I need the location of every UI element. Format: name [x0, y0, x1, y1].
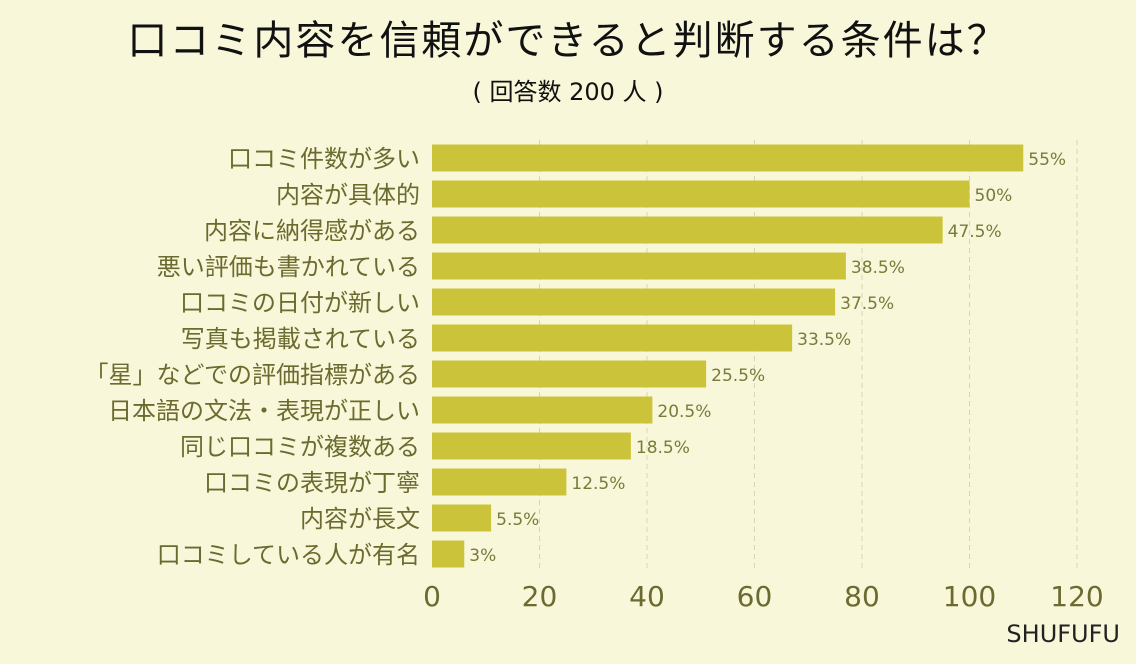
category-label: 口コミの日付が新しい	[180, 289, 420, 317]
category-label: 悪い評価も書かれている	[157, 253, 420, 281]
category-label: 内容が具体的	[276, 181, 420, 209]
x-tick-label: 40	[629, 580, 665, 613]
value-label: 3%	[469, 546, 496, 566]
bar	[432, 324, 793, 352]
chart-title: 口コミ内容を信頼ができると判断する条件は？	[127, 18, 1009, 64]
x-tick-label: 20	[522, 580, 558, 613]
x-tick-label: 120	[1050, 580, 1103, 613]
value-label: 47.5%	[948, 222, 1002, 242]
value-labels: 55% 50% 47.5% 38.5% 37.5% 33.5% 25.5%20.5% 18.5…	[469, 150, 1066, 566]
category-labels: 口コミ件数が多い内容が具体的内容に納得感がある悪い評価も書かれている口コミの日付…	[84, 145, 420, 569]
x-tick-label: 80	[844, 580, 880, 613]
category-label: 口コミ件数が多い	[228, 145, 420, 173]
value-label: 33.5%	[797, 330, 851, 350]
value-label: 20.5%	[657, 402, 711, 422]
category-label: 日本語の文法・表現が正しい	[108, 397, 420, 425]
bar	[432, 504, 492, 532]
category-label: 「星」などでの評価指標がある	[84, 361, 420, 389]
bar	[432, 360, 707, 388]
category-label: 口コミの表現が丁寧	[204, 469, 420, 497]
bar	[432, 252, 846, 280]
value-label: 38.5%	[851, 258, 905, 278]
bar	[432, 540, 465, 568]
category-label: 同じ口コミが複数ある	[180, 433, 420, 461]
category-label: 写真も掲載されている	[181, 325, 420, 353]
value-label: 12.5%	[571, 474, 625, 494]
category-label: 内容に納得感がある	[204, 217, 420, 245]
bars	[432, 144, 1024, 568]
brand-logo-text: SHUFUFU	[1006, 620, 1120, 648]
value-label: 5.5%	[496, 510, 539, 530]
x-tick-label: 0	[423, 580, 441, 613]
bar	[432, 468, 567, 496]
bar	[432, 432, 631, 460]
bar	[432, 216, 943, 244]
category-label: 内容が長文	[300, 505, 420, 533]
grid-lines	[539, 140, 1078, 572]
chart-subtitle: ( 回答数 200 人 )	[472, 78, 664, 106]
bar	[432, 180, 970, 208]
value-label: 50%	[975, 186, 1013, 206]
value-label: 25.5%	[711, 366, 765, 386]
category-label: 口コミしている人が有名	[157, 541, 420, 569]
bar	[432, 396, 653, 424]
x-tick-label: 60	[737, 580, 773, 613]
bar	[432, 144, 1024, 172]
bar	[432, 288, 836, 316]
value-label: 18.5%	[636, 438, 690, 458]
value-label: 37.5%	[840, 294, 894, 314]
x-tick-label: 100	[943, 580, 996, 613]
value-label: 55%	[1028, 150, 1066, 170]
x-axis-ticks: 0 20 40 60 80 100 120	[423, 580, 1104, 613]
